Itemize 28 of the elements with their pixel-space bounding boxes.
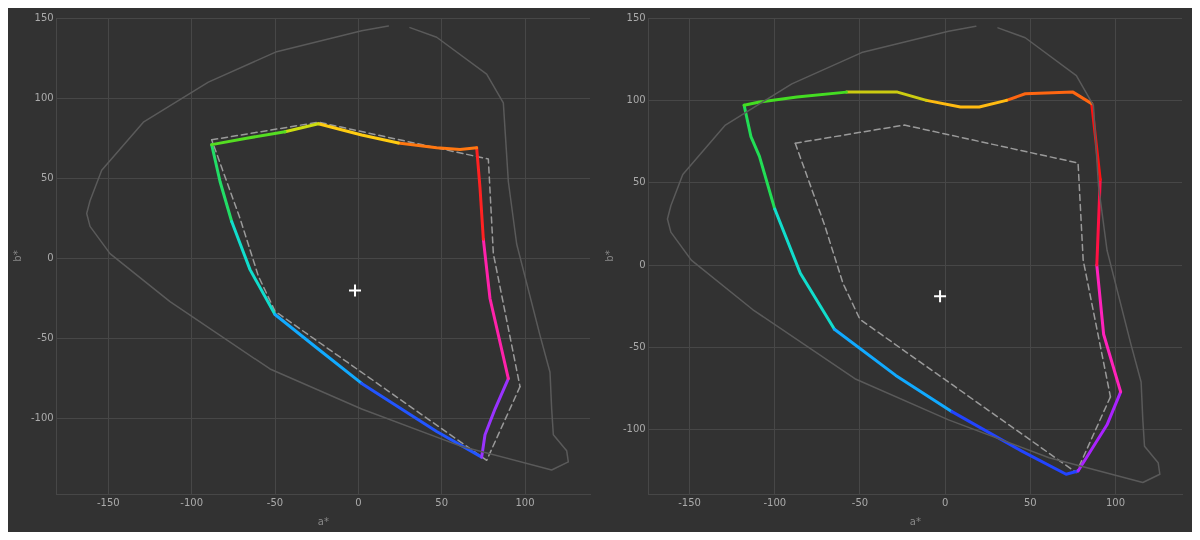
y-tick-label: 100 [34, 91, 54, 103]
y-tick-label: -100 [622, 423, 646, 435]
y-tick-label: 150 [34, 11, 54, 23]
y-tick-label: -50 [37, 332, 54, 344]
x-tick-label: 100 [515, 496, 535, 508]
y-tick-label: -50 [629, 341, 646, 353]
x-tick-label: -150 [678, 496, 701, 508]
x-tick-label: -100 [763, 496, 787, 508]
x-tick-label: -100 [180, 496, 204, 508]
x-axis-title: a* [909, 515, 921, 527]
y-tick-label: 150 [626, 11, 646, 23]
y-axis-title: b* [11, 250, 23, 262]
x-tick-label: -150 [97, 496, 120, 508]
y-tick-label: -100 [30, 412, 54, 424]
x-tick-label: 0 [355, 496, 362, 508]
y-tick-label: 50 [632, 176, 646, 188]
y-tick-label: 0 [639, 258, 646, 270]
x-tick-label: -50 [851, 496, 869, 508]
x-tick-label: 50 [435, 496, 449, 508]
x-tick-label: 100 [1106, 496, 1126, 508]
x-tick-label: 50 [1023, 496, 1037, 508]
y-tick-label: 50 [40, 171, 54, 183]
x-tick-label: -50 [266, 496, 284, 508]
x-axis-title: a* [317, 515, 329, 527]
y-tick-label: 100 [626, 93, 646, 105]
x-tick-label: 0 [941, 496, 949, 508]
y-axis-title: b* [603, 250, 615, 262]
y-tick-label: 0 [47, 252, 54, 263]
